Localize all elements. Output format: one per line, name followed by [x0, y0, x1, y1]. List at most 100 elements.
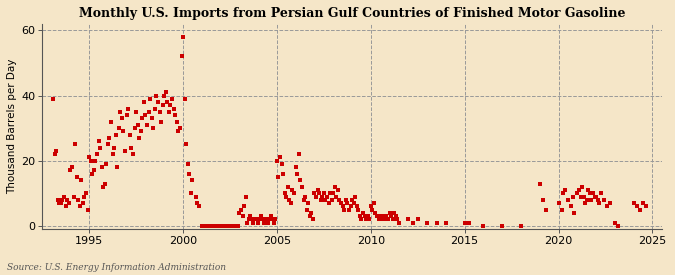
Point: [179, 97, 190, 101]
Point: [143, 110, 154, 114]
Point: [554, 201, 564, 205]
Point: [320, 198, 331, 202]
Point: [176, 54, 187, 59]
Point: [277, 172, 288, 176]
Point: [585, 191, 595, 196]
Point: [276, 162, 287, 166]
Point: [245, 214, 256, 218]
Point: [90, 158, 101, 163]
Point: [80, 191, 91, 196]
Point: [558, 191, 568, 196]
Point: [146, 116, 157, 120]
Point: [103, 142, 113, 147]
Point: [207, 224, 218, 228]
Point: [591, 194, 601, 199]
Point: [49, 152, 60, 156]
Point: [132, 123, 143, 127]
Point: [232, 224, 243, 228]
Point: [408, 220, 418, 225]
Point: [347, 198, 358, 202]
Point: [282, 185, 293, 189]
Point: [79, 194, 90, 199]
Point: [634, 207, 645, 212]
Point: [562, 198, 573, 202]
Point: [101, 162, 112, 166]
Point: [304, 214, 315, 218]
Point: [169, 113, 180, 117]
Point: [578, 194, 589, 199]
Point: [567, 194, 578, 199]
Point: [97, 165, 107, 169]
Point: [358, 211, 369, 215]
Point: [117, 116, 128, 120]
Point: [275, 155, 286, 160]
Point: [184, 172, 194, 176]
Point: [284, 198, 295, 202]
Point: [205, 224, 215, 228]
Point: [516, 224, 526, 228]
Point: [113, 126, 124, 130]
Point: [459, 220, 470, 225]
Point: [153, 100, 163, 104]
Point: [638, 201, 649, 205]
Point: [61, 198, 72, 202]
Point: [340, 198, 351, 202]
Point: [134, 136, 144, 140]
Point: [270, 217, 281, 222]
Point: [641, 204, 651, 208]
Point: [187, 178, 198, 182]
Point: [82, 207, 93, 212]
Point: [314, 191, 325, 196]
Point: [351, 204, 362, 208]
Point: [63, 201, 74, 205]
Point: [162, 100, 173, 104]
Point: [137, 116, 148, 120]
Point: [587, 191, 598, 196]
Point: [497, 224, 508, 228]
Point: [107, 152, 118, 156]
Point: [119, 149, 130, 153]
Point: [583, 188, 593, 192]
Point: [335, 201, 346, 205]
Point: [71, 175, 82, 179]
Point: [394, 220, 404, 225]
Point: [57, 198, 68, 202]
Point: [181, 142, 192, 147]
Point: [242, 220, 252, 225]
Point: [387, 217, 398, 222]
Point: [106, 119, 117, 124]
Point: [301, 207, 312, 212]
Point: [211, 224, 221, 228]
Point: [251, 217, 262, 222]
Point: [118, 129, 129, 134]
Point: [230, 224, 240, 228]
Point: [159, 93, 169, 98]
Point: [315, 198, 326, 202]
Point: [478, 224, 489, 228]
Point: [360, 217, 371, 222]
Point: [308, 217, 319, 222]
Point: [236, 207, 246, 212]
Point: [383, 217, 394, 222]
Point: [257, 217, 268, 222]
Point: [261, 217, 271, 222]
Point: [54, 201, 65, 205]
Point: [239, 204, 250, 208]
Point: [323, 201, 334, 205]
Point: [234, 211, 245, 215]
Point: [87, 172, 98, 176]
Point: [225, 224, 236, 228]
Point: [154, 110, 165, 114]
Point: [289, 191, 300, 196]
Title: Monthly U.S. Imports from Persian Gulf Countries of Finished Motor Gasoline: Monthly U.S. Imports from Persian Gulf C…: [79, 7, 625, 20]
Point: [300, 194, 310, 199]
Point: [217, 224, 227, 228]
Point: [334, 198, 345, 202]
Point: [286, 201, 296, 205]
Point: [303, 201, 314, 205]
Point: [252, 220, 263, 225]
Point: [53, 198, 63, 202]
Point: [123, 106, 134, 111]
Point: [248, 220, 259, 225]
Point: [74, 204, 85, 208]
